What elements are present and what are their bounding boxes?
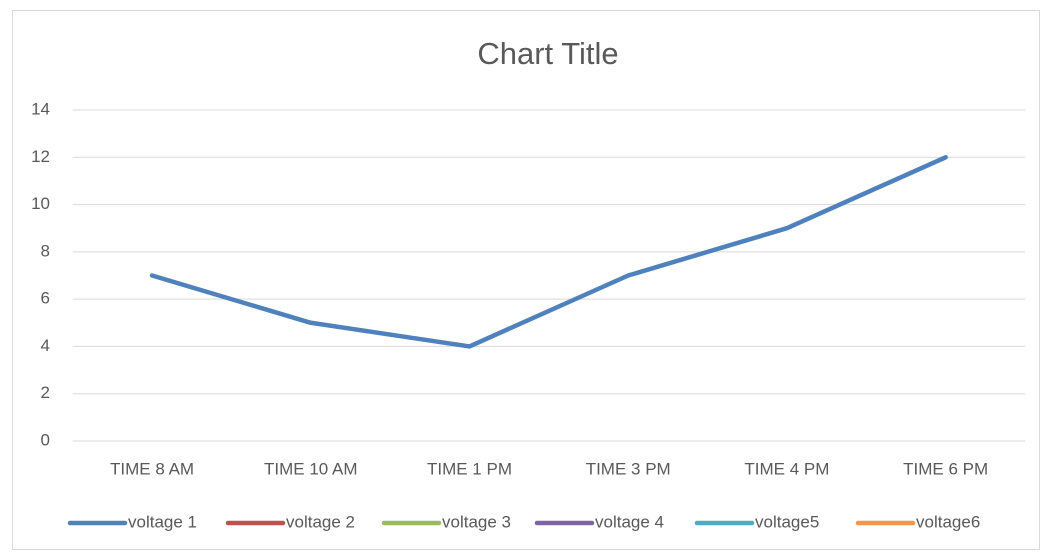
x-tick-label: TIME 8 AM bbox=[110, 459, 194, 478]
legend-label: voltage5 bbox=[755, 512, 819, 531]
y-tick-label: 10 bbox=[31, 194, 50, 213]
x-tick-label: TIME 6 PM bbox=[903, 459, 988, 478]
x-tick-label: TIME 10 AM bbox=[264, 459, 358, 478]
series-line bbox=[149, 155, 948, 349]
y-tick-label: 6 bbox=[41, 289, 50, 308]
x-tick-label: TIME 4 PM bbox=[744, 459, 829, 478]
chart-border bbox=[12, 10, 1040, 550]
y-tick-label: 2 bbox=[41, 383, 50, 402]
y-tick-label: 14 bbox=[31, 99, 50, 118]
x-tick-label: TIME 3 PM bbox=[586, 459, 671, 478]
chart-title: Chart Title bbox=[477, 36, 618, 71]
x-tick-label: TIME 1 PM bbox=[427, 459, 512, 478]
legend-label: voltage 3 bbox=[442, 512, 511, 531]
y-tick-label: 12 bbox=[31, 147, 50, 166]
legend-label: voltage6 bbox=[916, 512, 980, 531]
y-tick-label: 0 bbox=[41, 430, 50, 449]
legend-label: voltage 1 bbox=[128, 512, 197, 531]
y-tick-label: 4 bbox=[41, 336, 50, 355]
legend-label: voltage 2 bbox=[286, 512, 355, 531]
legend-label: voltage 4 bbox=[595, 512, 664, 531]
y-tick-label: 8 bbox=[41, 241, 50, 260]
